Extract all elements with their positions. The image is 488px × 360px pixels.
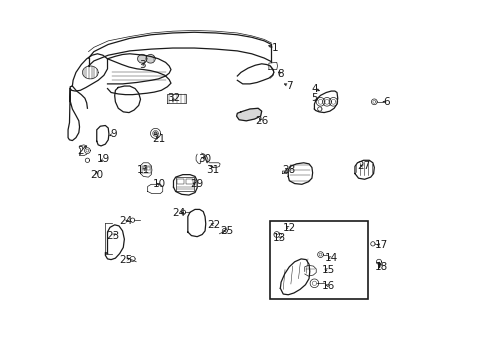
Bar — [270, 221, 367, 299]
Text: 18: 18 — [374, 262, 387, 272]
Text: 2: 2 — [77, 145, 83, 156]
Text: 24: 24 — [172, 208, 185, 218]
Text: 10: 10 — [152, 179, 165, 189]
Text: 7: 7 — [285, 81, 292, 91]
Text: 24: 24 — [119, 216, 132, 226]
Text: 31: 31 — [206, 165, 219, 175]
Text: 13: 13 — [272, 233, 285, 243]
Bar — [185, 179, 192, 184]
Text: 25: 25 — [220, 226, 233, 236]
Text: 25: 25 — [119, 255, 132, 265]
Text: 3: 3 — [139, 60, 145, 70]
Text: 1: 1 — [271, 43, 278, 53]
Text: 23: 23 — [106, 231, 119, 240]
Text: 30: 30 — [197, 154, 210, 164]
Text: 22: 22 — [207, 220, 220, 230]
Text: 27: 27 — [356, 161, 369, 171]
Text: 28: 28 — [282, 165, 295, 175]
Polygon shape — [236, 108, 261, 121]
Text: 20: 20 — [90, 170, 103, 180]
Text: 26: 26 — [255, 116, 268, 126]
Text: 16: 16 — [322, 281, 335, 291]
Polygon shape — [154, 132, 157, 135]
Text: 12: 12 — [282, 224, 295, 233]
Text: 6: 6 — [382, 97, 388, 107]
Text: 29: 29 — [190, 179, 203, 189]
Text: 32: 32 — [166, 93, 180, 103]
Bar — [147, 167, 150, 170]
Text: 4: 4 — [310, 84, 317, 94]
Text: 21: 21 — [152, 134, 165, 144]
Bar — [177, 179, 184, 184]
Text: 19: 19 — [97, 154, 110, 164]
Text: 9: 9 — [110, 129, 117, 139]
Text: 11: 11 — [137, 165, 150, 175]
Text: 14: 14 — [324, 253, 337, 263]
Text: 17: 17 — [374, 240, 387, 250]
Text: 8: 8 — [277, 69, 283, 79]
Text: 15: 15 — [322, 265, 335, 275]
Bar — [142, 167, 145, 170]
Text: 5: 5 — [310, 93, 317, 103]
